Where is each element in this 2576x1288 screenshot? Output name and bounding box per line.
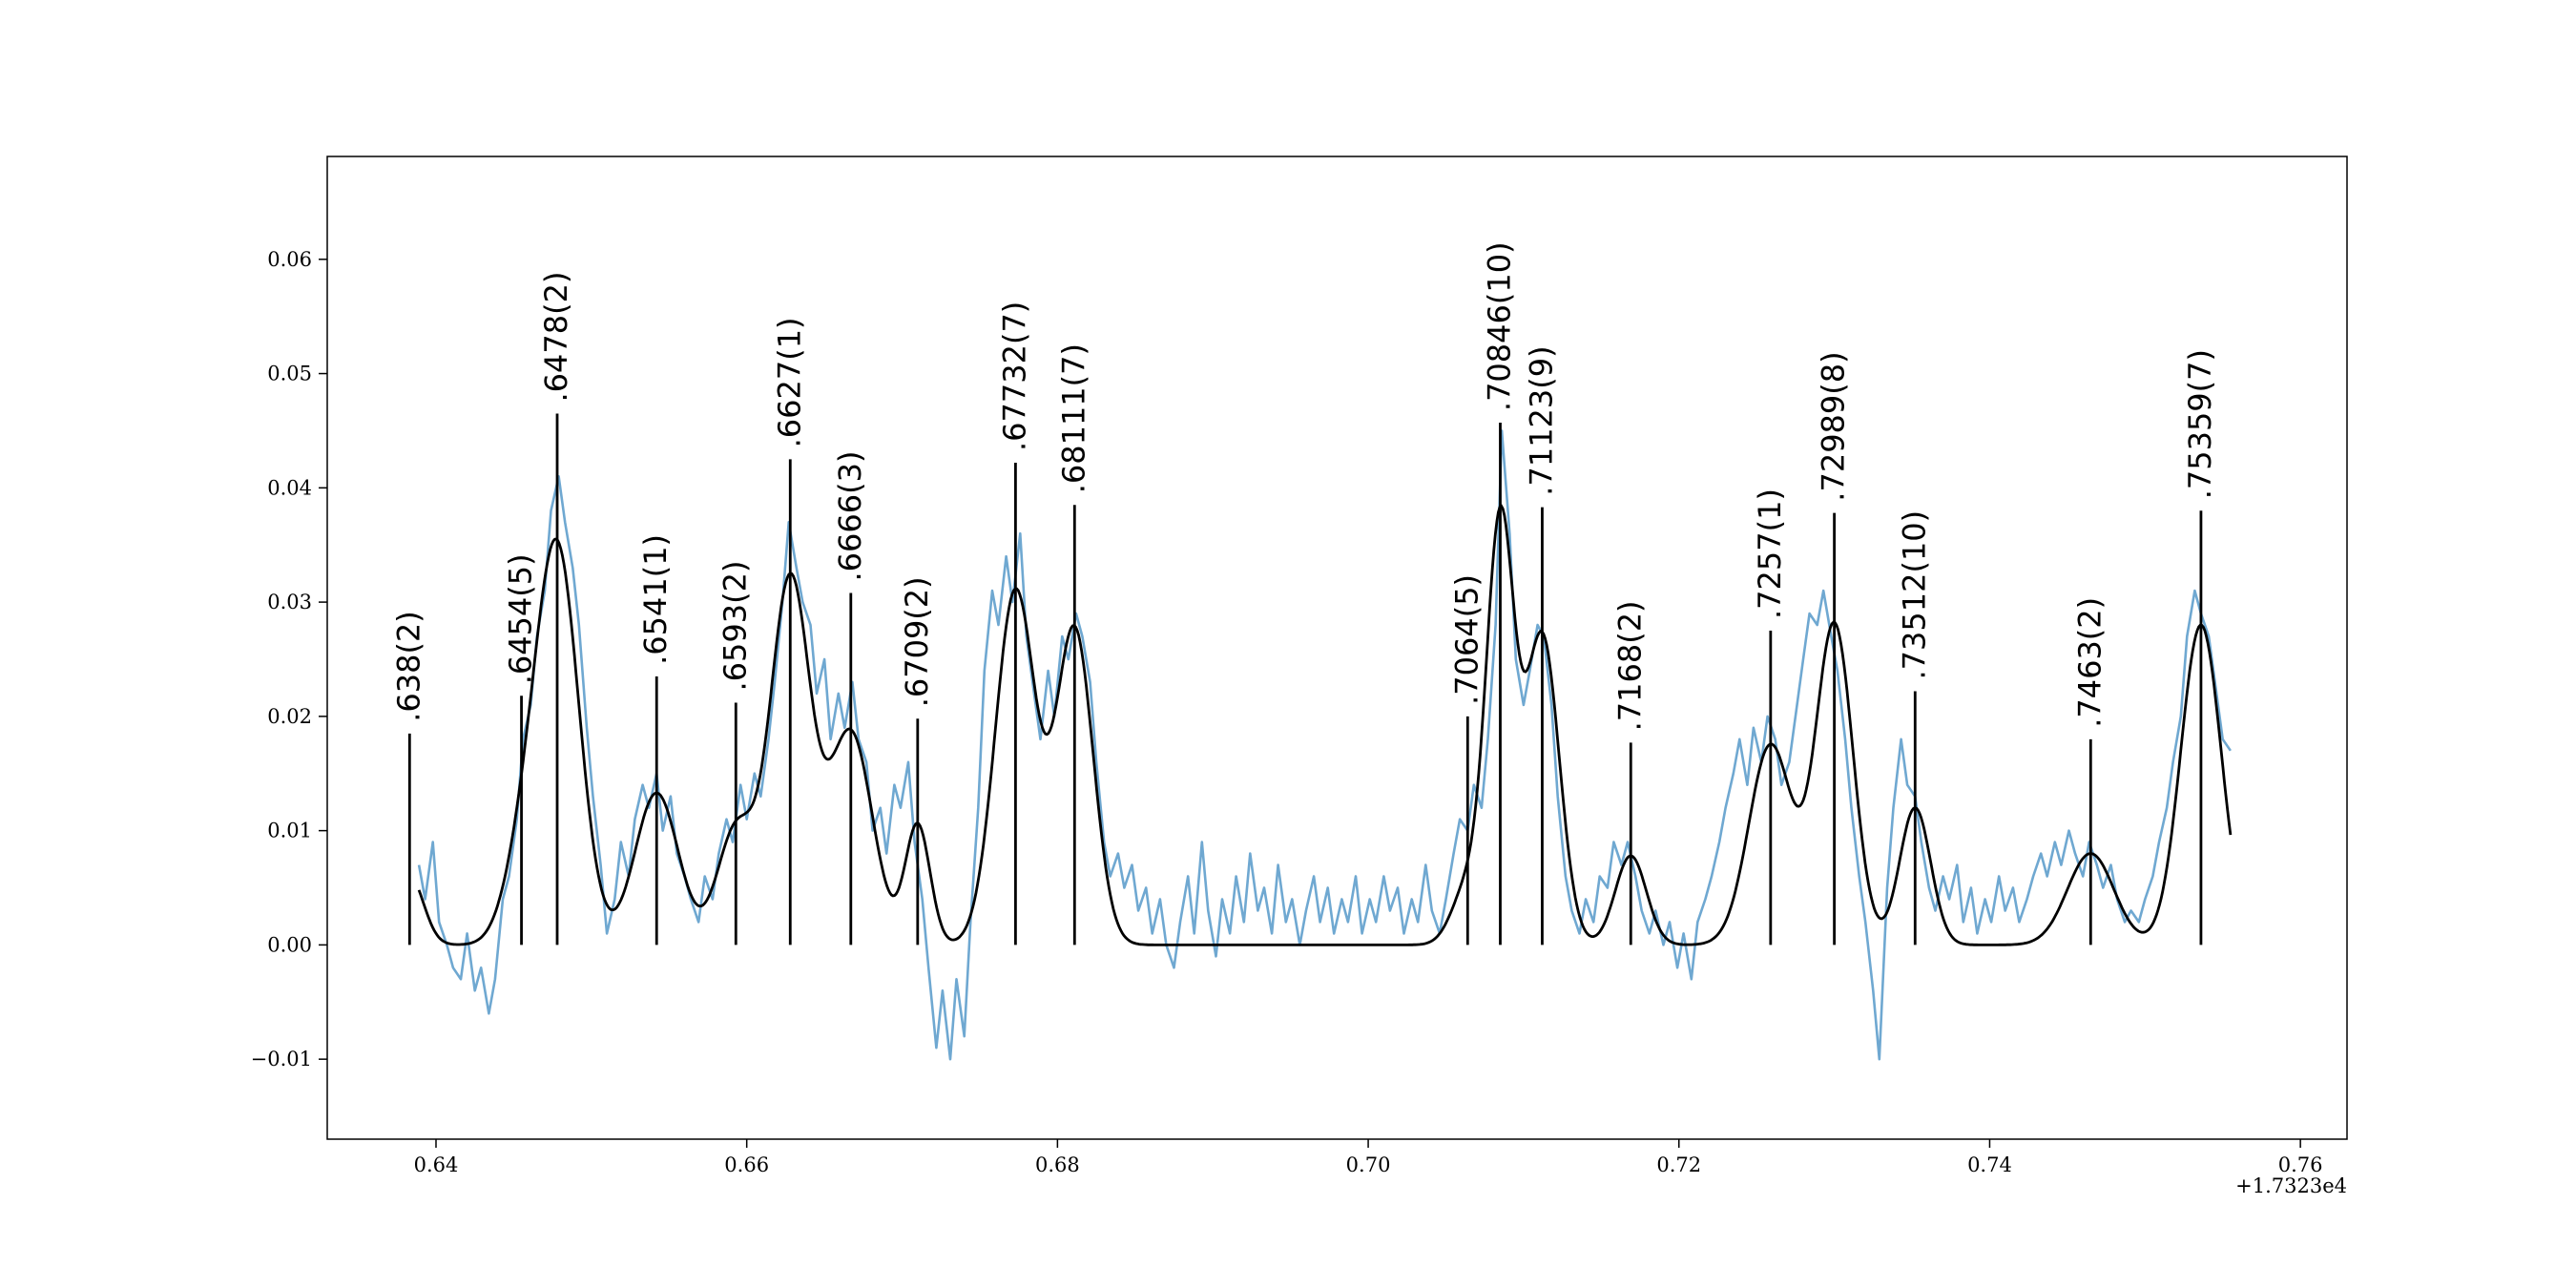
peak-label: .638(2) — [390, 611, 426, 722]
y-tick-label: 0.01 — [267, 820, 312, 842]
y-tick-label: 0.03 — [267, 591, 312, 613]
x-tick-label: 0.68 — [1035, 1153, 1080, 1176]
x-tick-label: 0.66 — [724, 1153, 769, 1176]
y-tick-label: 0.05 — [267, 363, 312, 385]
peak-label: .68111(7) — [1055, 343, 1091, 493]
peak-label: .6454(5) — [503, 553, 539, 684]
peak-label: .72989(8) — [1816, 351, 1852, 501]
marker-layer — [407, 413, 2203, 945]
data-series-line — [417, 429, 2232, 1061]
peak-label: .67732(7) — [996, 301, 1032, 451]
peak-label: .6478(2) — [538, 272, 574, 403]
data-layer — [417, 429, 2232, 1061]
y-tick-label: −0.01 — [251, 1048, 312, 1070]
peak-label: .73512(10) — [1896, 510, 1932, 680]
y-tick-label: 0.02 — [267, 705, 312, 728]
x-axis: 0.64 0.66 0.68 0.70 0.72 0.74 0.76 — [414, 1139, 2323, 1176]
peak-label-layer: .638(2) .6454(5) .6478(2) .6541(1) .6593(2).… — [390, 241, 2218, 731]
fit-layer — [417, 504, 2233, 946]
y-axis: −0.01 0.00 0.01 0.02 0.03 0.04 0.05 0.06 — [251, 248, 327, 1070]
y-tick-label: 0.04 — [267, 476, 312, 499]
peak-label: .6666(3) — [832, 451, 868, 582]
x-tick-label: 0.72 — [1656, 1153, 1701, 1176]
peak-label: .7257(1) — [1752, 488, 1788, 619]
x-tick-label: 0.64 — [414, 1153, 459, 1176]
plot-background — [327, 156, 2347, 1139]
peak-label: .70846(10) — [1482, 241, 1518, 411]
peak-label: .7064(5) — [1448, 574, 1485, 705]
peak-label: .6593(2) — [717, 561, 753, 692]
y-tick-label: 0.06 — [267, 248, 312, 271]
x-tick-label: 0.76 — [2278, 1153, 2323, 1176]
peak-label: .71123(9) — [1524, 345, 1560, 495]
peak-label: .7463(2) — [2071, 597, 2108, 728]
x-tick-label: 0.74 — [1967, 1153, 2012, 1176]
peak-label: .6541(1) — [637, 534, 674, 665]
peak-label: .7168(2) — [1611, 600, 1648, 731]
peak-label: .6627(1) — [771, 317, 807, 447]
x-tick-label: 0.70 — [1346, 1153, 1391, 1176]
plot-frame — [326, 156, 2348, 1140]
peak-label: .75359(7) — [2182, 349, 2218, 499]
peak-label: .6709(2) — [899, 576, 935, 707]
y-tick-label: 0.00 — [267, 933, 312, 956]
x-offset-label: +1.7323e4 — [2235, 1174, 2347, 1197]
fit-curve — [417, 504, 2233, 946]
